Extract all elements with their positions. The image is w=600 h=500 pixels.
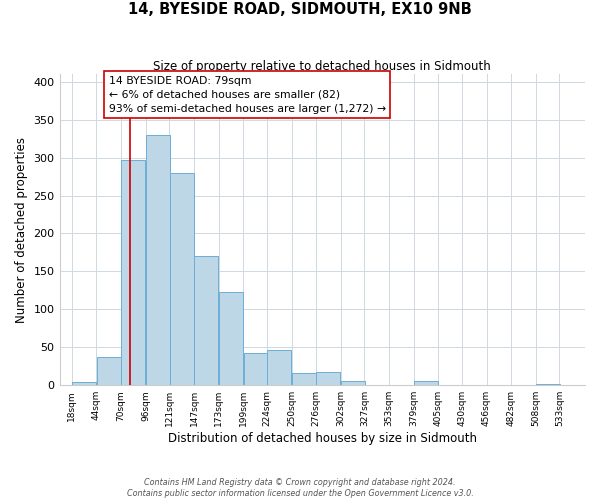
Text: Contains HM Land Registry data © Crown copyright and database right 2024.
Contai: Contains HM Land Registry data © Crown c… bbox=[127, 478, 473, 498]
Bar bbox=[219, 292, 243, 385]
Bar bbox=[170, 173, 194, 385]
Y-axis label: Number of detached properties: Number of detached properties bbox=[15, 136, 28, 322]
Bar bbox=[146, 135, 170, 385]
Text: 14, BYESIDE ROAD, SIDMOUTH, EX10 9NB: 14, BYESIDE ROAD, SIDMOUTH, EX10 9NB bbox=[128, 2, 472, 18]
Bar bbox=[341, 382, 365, 385]
Bar bbox=[244, 352, 268, 385]
X-axis label: Distribution of detached houses by size in Sidmouth: Distribution of detached houses by size … bbox=[168, 432, 477, 445]
Title: Size of property relative to detached houses in Sidmouth: Size of property relative to detached ho… bbox=[154, 60, 491, 73]
Bar bbox=[292, 373, 316, 385]
Bar bbox=[72, 382, 96, 385]
Bar bbox=[316, 372, 340, 385]
Bar bbox=[194, 256, 218, 385]
Bar bbox=[121, 160, 145, 385]
Text: 14 BYESIDE ROAD: 79sqm
← 6% of detached houses are smaller (82)
93% of semi-deta: 14 BYESIDE ROAD: 79sqm ← 6% of detached … bbox=[109, 76, 386, 114]
Bar bbox=[267, 350, 291, 385]
Bar bbox=[414, 380, 438, 385]
Bar bbox=[536, 384, 560, 385]
Bar bbox=[97, 357, 121, 385]
